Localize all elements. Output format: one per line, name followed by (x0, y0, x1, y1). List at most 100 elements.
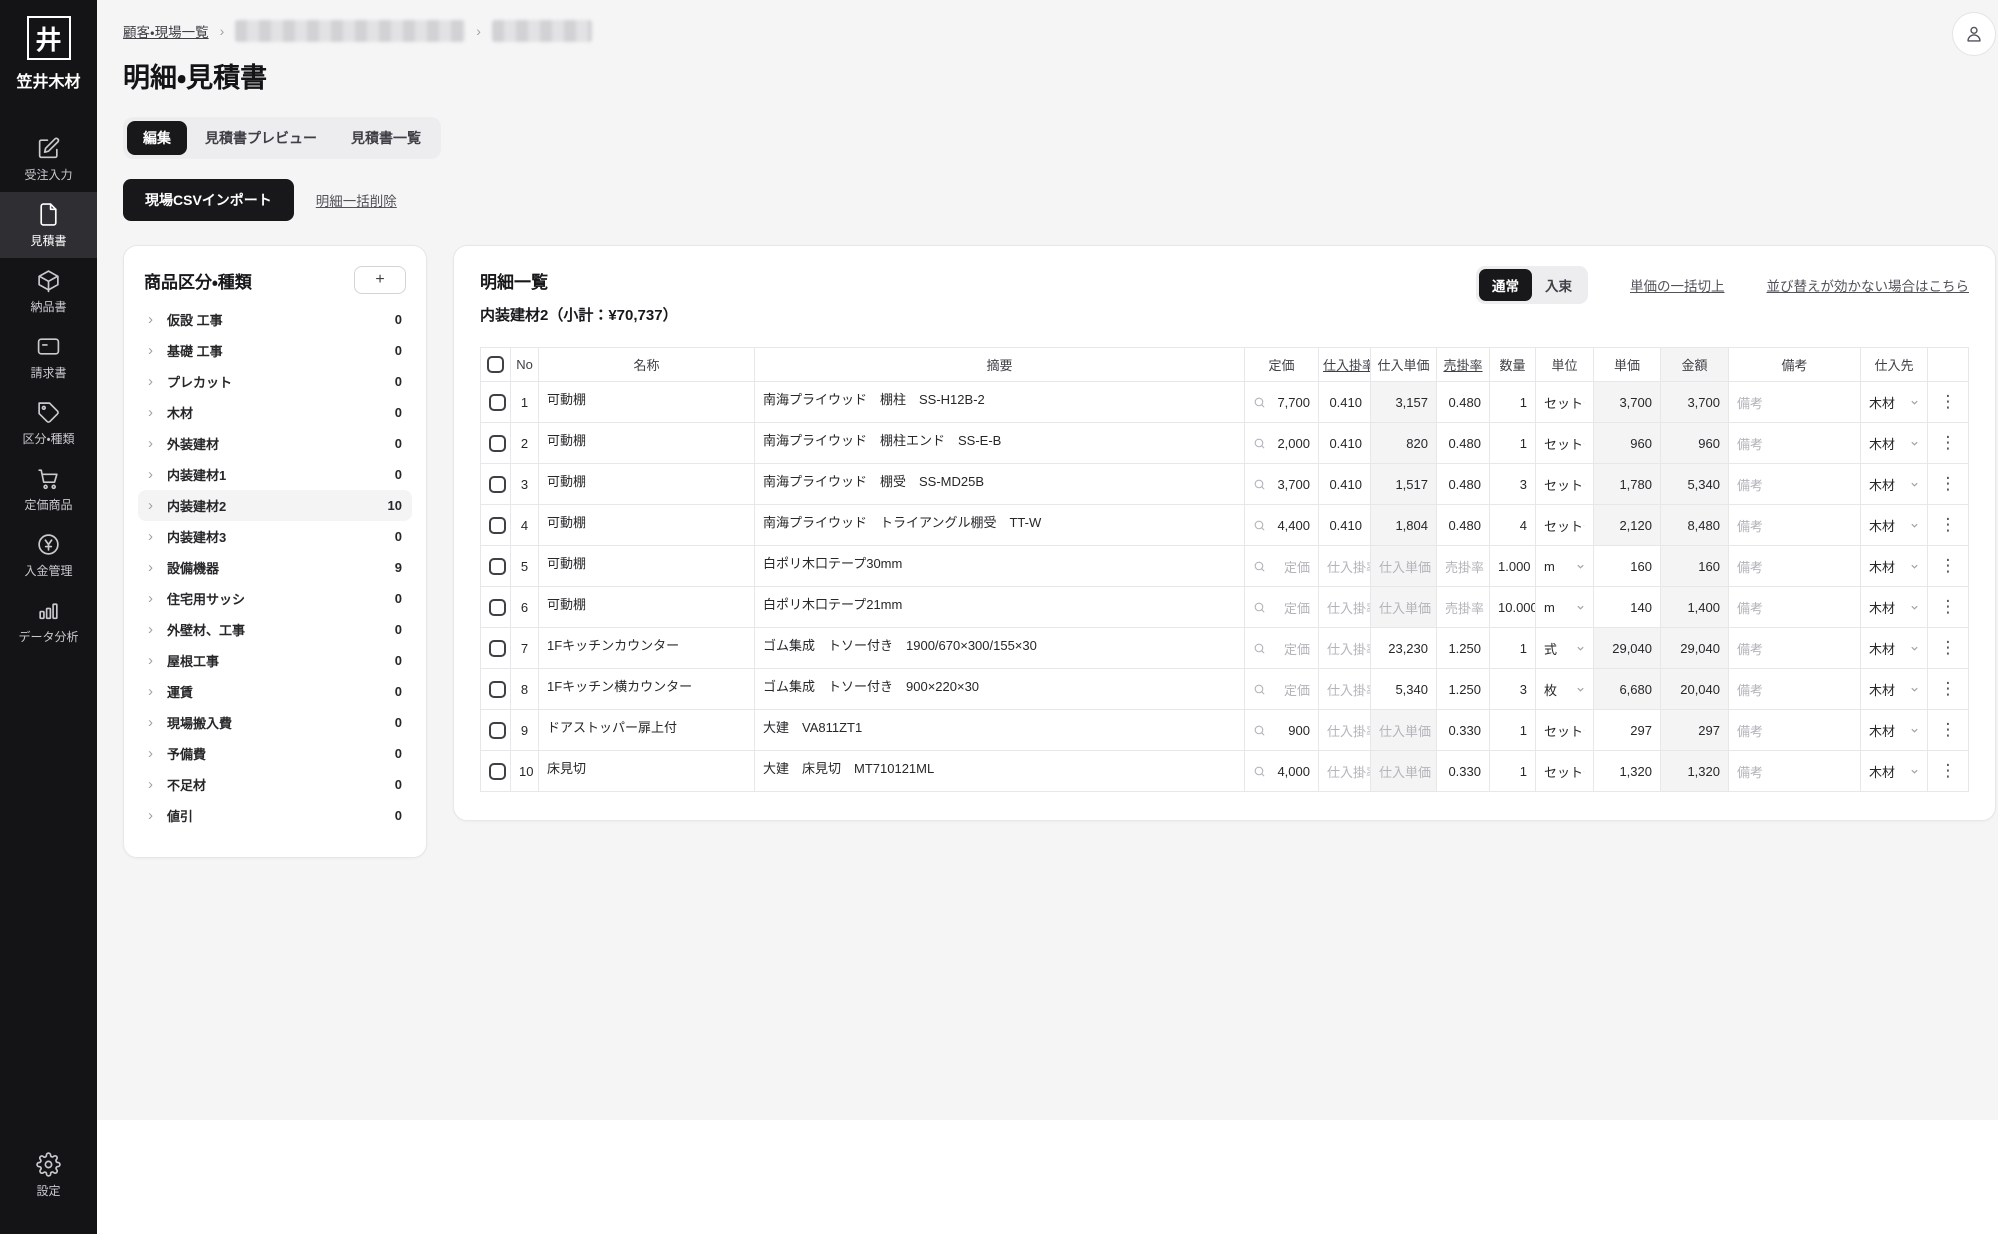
list-price-cell[interactable]: 定価 (1244, 586, 1319, 628)
qty-cell[interactable]: 3 (1489, 668, 1536, 710)
supplier-select[interactable]: 木材 (1860, 504, 1928, 546)
sidebar-item-nohin[interactable]: 納品書 (0, 258, 97, 324)
item-name-cell[interactable]: 可動棚 (538, 422, 755, 464)
list-price-cell[interactable]: 定価 (1244, 668, 1319, 710)
purchase-unit-price-cell[interactable]: 23,230 (1370, 627, 1437, 669)
sell-rate-cell[interactable]: 0.330 (1436, 709, 1490, 751)
remarks-cell[interactable]: 備考 (1728, 709, 1861, 751)
sort-help-link[interactable]: 並び替えが効かない場合はこちら (1766, 279, 1970, 294)
qty-cell[interactable]: 3 (1489, 463, 1536, 505)
sell-rate-cell[interactable]: 0.480 (1436, 422, 1490, 464)
row-checkbox[interactable] (489, 721, 506, 739)
category-item[interactable]: › 値引 0 (138, 800, 412, 831)
purchase-rate-cell[interactable]: 仕入掛率 (1318, 586, 1371, 628)
item-desc-cell[interactable]: 大建 床見切 MT710121ML (754, 750, 1245, 792)
supplier-select[interactable]: 木材 (1860, 750, 1928, 792)
item-desc-cell[interactable]: 南海プライウッド 棚柱エンド SS-E-B (754, 422, 1245, 464)
sidebar-item-teika[interactable]: 定価商品 (0, 456, 97, 522)
item-desc-cell[interactable]: 南海プライウッド 棚柱 SS-H12B-2 (754, 381, 1245, 423)
supplier-select[interactable]: 木材 (1860, 627, 1928, 669)
purchase-rate-cell[interactable]: 仕入掛率 (1318, 627, 1371, 669)
qty-cell[interactable]: 1 (1489, 422, 1536, 464)
list-price-cell[interactable]: 4,000 (1244, 750, 1319, 792)
unit-price-cell[interactable]: 6,680 (1593, 668, 1661, 710)
breadcrumb-redacted-site[interactable] (235, 20, 466, 42)
remarks-cell[interactable]: 備考 (1728, 504, 1861, 546)
purchase-unit-price-cell[interactable]: 5,340 (1370, 668, 1437, 710)
purchase-rate-cell[interactable]: 0.410 (1318, 381, 1371, 423)
unit-select[interactable]: m (1535, 545, 1594, 587)
item-name-cell[interactable]: 可動棚 (538, 504, 755, 546)
item-name-cell[interactable]: 可動棚 (538, 586, 755, 628)
unit-select[interactable]: セット (1535, 504, 1594, 546)
supplier-select[interactable]: 木材 (1860, 545, 1928, 587)
list-price-cell[interactable]: 4,400 (1244, 504, 1319, 546)
unit-select[interactable]: 枚 (1535, 668, 1594, 710)
category-item[interactable]: › 予備費 0 (138, 738, 412, 769)
unit-price-cell[interactable]: 2,120 (1593, 504, 1661, 546)
purchase-rate-cell[interactable]: 仕入掛率 (1318, 545, 1371, 587)
unit-select[interactable]: 式 (1535, 627, 1594, 669)
row-menu-button[interactable]: ⋮ (1927, 545, 1969, 587)
sell-rate-cell[interactable]: 0.480 (1436, 381, 1490, 423)
row-checkbox[interactable] (489, 598, 506, 616)
unit-select[interactable]: セット (1535, 750, 1594, 792)
purchase-rate-cell[interactable]: 仕入掛率 (1318, 750, 1371, 792)
unit-select[interactable]: セット (1535, 422, 1594, 464)
sell-rate-cell[interactable]: 売掛率 (1436, 586, 1490, 628)
item-name-cell[interactable]: 1Fキッチンカウンター (538, 627, 755, 669)
category-item[interactable]: › 現場搬入費 0 (138, 707, 412, 738)
unit-price-cell[interactable]: 1,320 (1593, 750, 1661, 792)
category-item[interactable]: › 内装建材1 0 (138, 459, 412, 490)
unit-price-cell[interactable]: 160 (1593, 545, 1661, 587)
remarks-cell[interactable]: 備考 (1728, 545, 1861, 587)
item-name-cell[interactable]: ドアストッパー扉上付 (538, 709, 755, 751)
list-price-cell[interactable]: 2,000 (1244, 422, 1319, 464)
category-item[interactable]: › 設備機器 9 (138, 552, 412, 583)
item-desc-cell[interactable]: 大建 VA811ZT1 (754, 709, 1245, 751)
unit-price-cell[interactable]: 29,040 (1593, 627, 1661, 669)
sell-rate-cell[interactable]: 売掛率 (1436, 545, 1490, 587)
unit-price-cell[interactable]: 1,780 (1593, 463, 1661, 505)
purchase-unit-price-cell[interactable]: 仕入単価 (1370, 586, 1437, 628)
unit-price-cell[interactable]: 3,700 (1593, 381, 1661, 423)
item-name-cell[interactable]: 可動棚 (538, 545, 755, 587)
category-item[interactable]: › 木材 0 (138, 397, 412, 428)
sidebar-item-seikyu[interactable]: 請求書 (0, 324, 97, 390)
tab-0[interactable]: 編集 (127, 121, 187, 155)
category-item[interactable]: › 基礎 工事 0 (138, 335, 412, 366)
purchase-unit-price-cell[interactable]: 仕入単価 (1370, 709, 1437, 751)
toggle-option-1[interactable]: 入束 (1545, 279, 1572, 294)
breadcrumb-link-customers[interactable]: 顧客・現場一覧 (123, 25, 209, 40)
row-menu-button[interactable]: ⋮ (1927, 627, 1969, 669)
remarks-cell[interactable]: 備考 (1728, 627, 1861, 669)
row-checkbox[interactable] (489, 557, 506, 575)
row-checkbox[interactable] (489, 434, 506, 452)
remarks-cell[interactable]: 備考 (1728, 750, 1861, 792)
sell-rate-cell[interactable]: 1.250 (1436, 668, 1490, 710)
remarks-cell[interactable]: 備考 (1728, 668, 1861, 710)
item-desc-cell[interactable]: 白ポリ木口テープ21mm (754, 586, 1245, 628)
category-item[interactable]: › 住宅用サッシ 0 (138, 583, 412, 614)
category-item[interactable]: › 内装建材2 10 (138, 490, 412, 521)
col-purchase-rate[interactable]: 仕入掛率 (1318, 347, 1371, 382)
item-desc-cell[interactable]: ゴム集成 トソー付き 1900/670×300/155×30 (754, 627, 1245, 669)
remarks-cell[interactable]: 備考 (1728, 381, 1861, 423)
category-item[interactable]: › 仮設 工事 0 (138, 304, 412, 335)
row-checkbox[interactable] (489, 762, 506, 780)
list-price-cell[interactable]: 900 (1244, 709, 1319, 751)
add-category-button[interactable]: + (354, 266, 406, 294)
row-checkbox[interactable] (489, 393, 506, 411)
qty-cell[interactable]: 10.000 (1489, 586, 1536, 628)
supplier-select[interactable]: 木材 (1860, 422, 1928, 464)
tab-1[interactable]: 見積書プレビュー (205, 130, 317, 146)
list-price-cell[interactable]: 7,700 (1244, 381, 1319, 423)
item-desc-cell[interactable]: 白ポリ木口テープ30mm (754, 545, 1245, 587)
row-checkbox[interactable] (489, 516, 506, 534)
category-item[interactable]: › 内装建材3 0 (138, 521, 412, 552)
item-desc-cell[interactable]: ゴム集成 トソー付き 900×220×30 (754, 668, 1245, 710)
purchase-unit-price-cell[interactable]: 仕入単価 (1370, 545, 1437, 587)
supplier-select[interactable]: 木材 (1860, 668, 1928, 710)
supplier-select[interactable]: 木材 (1860, 586, 1928, 628)
purchase-unit-price-cell[interactable]: 仕入単価 (1370, 750, 1437, 792)
